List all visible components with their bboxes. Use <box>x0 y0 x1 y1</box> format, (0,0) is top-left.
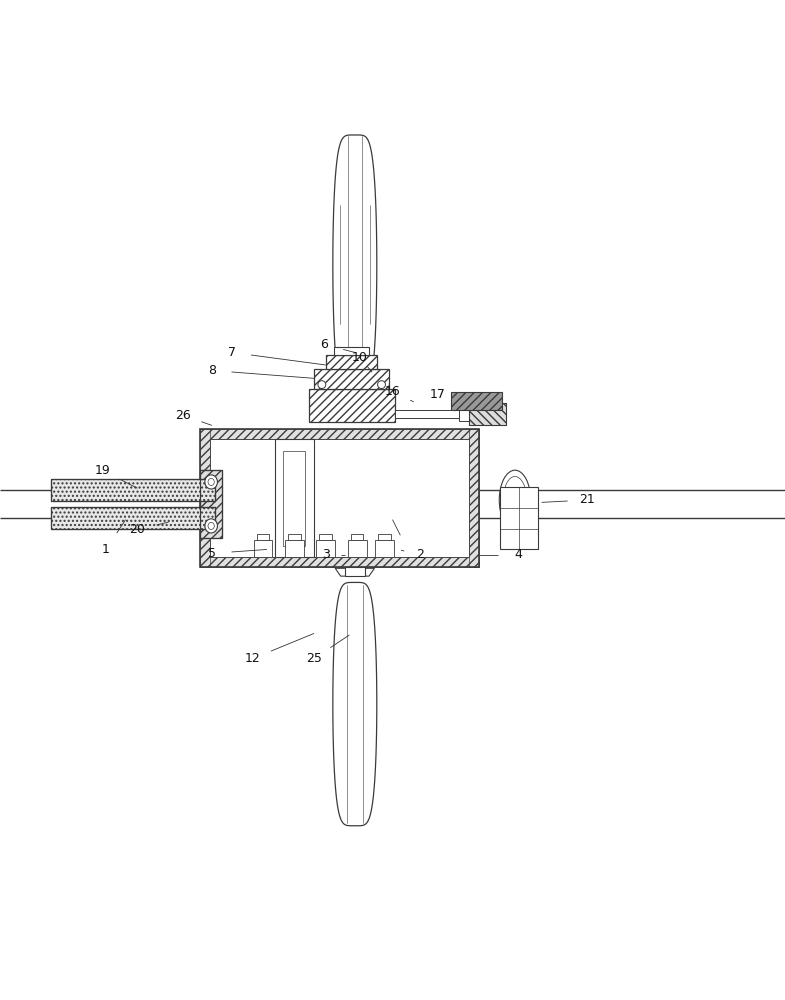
Text: 8: 8 <box>208 364 216 377</box>
Text: 20: 20 <box>130 523 145 536</box>
Bar <box>285 540 304 557</box>
Polygon shape <box>333 135 377 394</box>
Bar <box>288 534 301 540</box>
Bar <box>314 369 389 389</box>
Bar <box>254 540 272 557</box>
Ellipse shape <box>205 475 217 489</box>
Bar <box>451 392 502 410</box>
Text: 10: 10 <box>352 351 367 364</box>
Bar <box>51 507 215 529</box>
Bar <box>319 534 332 540</box>
Polygon shape <box>335 568 374 576</box>
Bar <box>469 429 479 567</box>
Text: 2: 2 <box>416 548 424 561</box>
Ellipse shape <box>208 522 214 529</box>
Bar <box>309 389 395 422</box>
Bar <box>283 451 305 546</box>
Bar <box>200 470 222 538</box>
Text: 19: 19 <box>94 464 110 477</box>
Text: 17: 17 <box>430 388 446 401</box>
Bar <box>395 410 463 418</box>
Bar <box>348 540 367 557</box>
Text: 5: 5 <box>208 547 216 560</box>
Ellipse shape <box>318 381 326 389</box>
Bar <box>351 534 363 540</box>
Bar <box>459 407 469 421</box>
Bar <box>210 439 469 557</box>
Bar <box>345 402 364 414</box>
Bar <box>500 487 538 549</box>
Bar <box>316 540 335 557</box>
Bar <box>275 439 314 557</box>
Text: 25: 25 <box>306 652 322 665</box>
Text: 16: 16 <box>385 385 400 398</box>
Bar <box>200 429 479 439</box>
Bar <box>378 534 391 540</box>
Text: 1: 1 <box>102 543 110 556</box>
Polygon shape <box>333 582 377 826</box>
Bar <box>200 429 479 567</box>
Bar <box>51 479 215 501</box>
Text: 21: 21 <box>579 493 595 506</box>
Text: 4: 4 <box>514 548 522 561</box>
Text: 6: 6 <box>320 338 328 351</box>
Ellipse shape <box>503 476 527 524</box>
Bar <box>334 347 369 355</box>
Text: 3: 3 <box>322 548 330 561</box>
Bar <box>257 534 269 540</box>
Bar <box>469 403 506 425</box>
Bar <box>51 479 215 501</box>
Text: 26: 26 <box>175 409 191 422</box>
Bar <box>326 355 377 369</box>
Bar <box>469 403 506 425</box>
Text: 12: 12 <box>245 652 261 665</box>
Polygon shape <box>335 389 374 402</box>
Bar <box>200 470 222 538</box>
Bar <box>345 567 365 576</box>
Ellipse shape <box>499 470 531 530</box>
Bar <box>375 540 394 557</box>
Ellipse shape <box>208 478 214 485</box>
Bar <box>200 429 210 567</box>
Bar <box>200 557 479 567</box>
Ellipse shape <box>205 519 217 533</box>
Text: 7: 7 <box>228 346 235 359</box>
Bar <box>51 507 215 529</box>
Ellipse shape <box>378 381 385 389</box>
Bar <box>210 439 469 557</box>
